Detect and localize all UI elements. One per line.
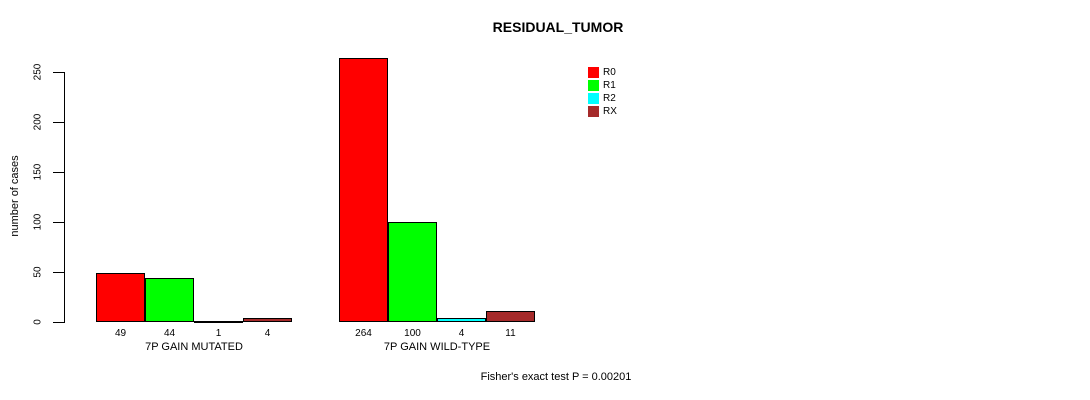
y-axis-tick-mark bbox=[53, 222, 64, 223]
legend-swatch-icon bbox=[588, 80, 599, 91]
bar-value-label: 11 bbox=[505, 328, 516, 339]
y-axis-tick-label: 100 bbox=[32, 213, 44, 231]
y-axis-tick-label: 250 bbox=[32, 63, 44, 81]
bar-R2-2 bbox=[437, 318, 486, 322]
legend-item-R1: R1 bbox=[588, 79, 617, 92]
legend-item-R0: R0 bbox=[588, 66, 617, 79]
bar-R0-2 bbox=[339, 58, 388, 322]
y-axis-tick-mark bbox=[53, 72, 64, 73]
legend: R0 R1 R2 RX bbox=[588, 66, 617, 118]
x-axis-group-label: 7P GAIN MUTATED bbox=[145, 341, 243, 353]
legend-label: RX bbox=[603, 106, 617, 117]
bar-R2-1 bbox=[194, 321, 243, 323]
bar-value-label: 4 bbox=[264, 328, 271, 339]
bar-R1-2 bbox=[388, 222, 437, 322]
fisher-test-annotation: Fisher's exact test P = 0.00201 bbox=[480, 371, 632, 383]
legend-label: R0 bbox=[603, 67, 616, 78]
bar-value-label: 264 bbox=[355, 328, 372, 339]
bar-R1-1 bbox=[145, 278, 194, 322]
legend-label: R2 bbox=[603, 93, 616, 104]
legend-item-R2: R2 bbox=[588, 92, 617, 105]
legend-label: R1 bbox=[603, 80, 616, 91]
y-axis-tick-label: 50 bbox=[32, 266, 44, 278]
y-axis-tick-mark bbox=[53, 172, 64, 173]
bar-R0-1 bbox=[96, 273, 145, 322]
y-axis-tick-mark bbox=[53, 322, 64, 323]
legend-swatch-icon bbox=[588, 106, 599, 117]
y-axis-title: number of cases bbox=[9, 155, 21, 237]
y-axis-tick-mark bbox=[53, 122, 64, 123]
y-axis-tick-label: 150 bbox=[32, 163, 44, 181]
legend-swatch-icon bbox=[588, 67, 599, 78]
x-axis-group-label: 7P GAIN WILD-TYPE bbox=[383, 341, 491, 353]
bar-value-label: 4 bbox=[458, 328, 465, 339]
bar-value-label: 100 bbox=[404, 328, 421, 339]
y-axis-tick-label: 200 bbox=[32, 113, 44, 131]
bar-RX-1 bbox=[243, 318, 292, 322]
legend-swatch-icon bbox=[588, 93, 599, 104]
legend-item-RX: RX bbox=[588, 105, 617, 118]
bar-RX-2 bbox=[486, 311, 535, 322]
y-axis-tick-mark bbox=[53, 272, 64, 273]
bar-value-label: 1 bbox=[215, 328, 222, 339]
chart-title: RESIDUAL_TUMOR bbox=[492, 19, 624, 35]
bar-value-label: 44 bbox=[163, 328, 176, 339]
y-axis-tick-label: 0 bbox=[32, 319, 44, 325]
bar-value-label: 49 bbox=[114, 328, 127, 339]
y-axis-line bbox=[64, 72, 65, 323]
